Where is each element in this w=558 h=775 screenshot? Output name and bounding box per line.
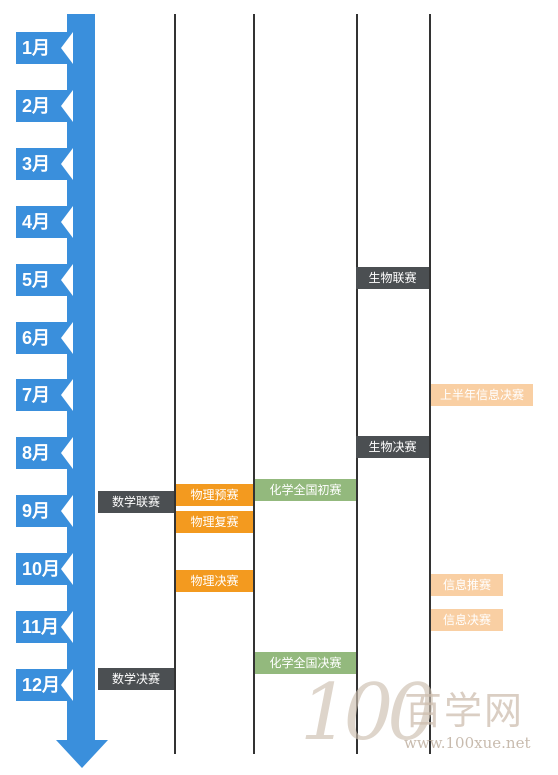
watermark: 100 百学网 www.100xue.net — [300, 668, 558, 775]
column-line-math — [174, 14, 176, 754]
column-line-chemistry — [356, 14, 358, 754]
month-label: 6月 — [16, 322, 73, 354]
event-biology-league: 生物联赛 — [356, 267, 429, 289]
month-label: 1月 — [16, 32, 73, 64]
event-math-final: 数学决赛 — [98, 668, 174, 690]
event-biology-final: 生物决赛 — [356, 436, 429, 458]
event-physics-preliminary: 物理预赛 — [176, 484, 253, 506]
event-chemistry-initial: 化学全国初赛 — [255, 479, 356, 501]
month-label: 9月 — [16, 495, 73, 527]
month-label: 8月 — [16, 437, 73, 469]
month-label: 12月 — [16, 669, 73, 701]
event-physics-second-round: 物理复赛 — [176, 511, 253, 533]
event-math-league: 数学联赛 — [98, 491, 174, 513]
month-label: 3月 — [16, 148, 73, 180]
column-line-physics — [253, 14, 255, 754]
event-informatics-final: 信息决赛 — [431, 609, 503, 631]
watermark-url: www.100xue.net — [404, 734, 531, 752]
event-informatics-selection: 信息推赛 — [431, 574, 503, 596]
month-label: 10月 — [16, 553, 73, 585]
month-label: 2月 — [16, 90, 73, 122]
month-label: 4月 — [16, 206, 73, 238]
event-chemistry-final: 化学全国决赛 — [255, 652, 356, 674]
month-label: 5月 — [16, 264, 73, 296]
watermark-logo-number: 100 — [300, 668, 437, 758]
column-line-biology — [429, 14, 431, 754]
month-label: 7月 — [16, 379, 73, 411]
timeline-arrow-head — [56, 740, 108, 768]
event-physics-final: 物理决赛 — [176, 570, 253, 592]
watermark-site-name: 百学网 — [404, 689, 525, 733]
event-informatics-half-year-final: 上半年信息决赛 — [431, 384, 533, 406]
month-label: 11月 — [16, 611, 73, 643]
